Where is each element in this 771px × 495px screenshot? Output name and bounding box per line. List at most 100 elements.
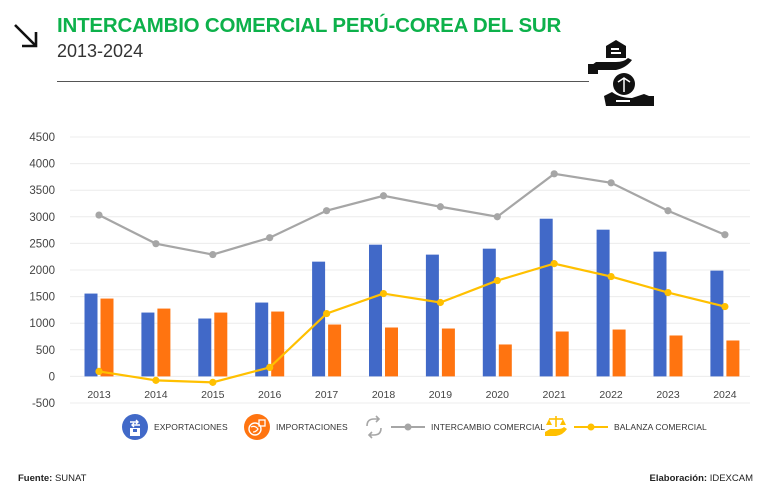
bar-exportaciones-2023	[653, 251, 667, 377]
point-intercambio-comercial-2014	[152, 240, 160, 248]
balance-scale-hand-icon	[545, 416, 567, 436]
exchange-arrows-icon	[366, 415, 382, 439]
point-balanza-comercial-2019	[436, 298, 444, 307]
point-balanza-comercial-2023	[664, 288, 672, 297]
bar-exportaciones-2019	[425, 254, 439, 377]
bar-importaciones-2015	[214, 312, 228, 377]
x-tick-label: 2023	[656, 389, 680, 401]
y-axis-ticks: 4500 4000 3500 3000 2500 2000 1500 1000 500 0 -500	[29, 132, 55, 410]
page-subtitle: 2013-2024	[57, 41, 144, 61]
x-tick-label: 2013	[87, 389, 111, 401]
point-balanza-comercial-2021	[550, 260, 558, 268]
x-tick-label: 2021	[543, 389, 567, 401]
source-value: SUNAT	[54, 473, 87, 484]
import-globe-icon	[244, 414, 270, 440]
bar-importaciones-2022	[612, 329, 626, 377]
bar-importaciones-2018	[385, 327, 398, 377]
line-marker-gray-icon	[391, 423, 425, 431]
point-intercambio-comercial-2020	[493, 213, 501, 221]
legend-item-importaciones: IMPORTACIONES	[244, 412, 348, 442]
point-intercambio-comercial-2013	[95, 211, 103, 219]
bar-importaciones-2017	[328, 324, 342, 377]
bar-exportaciones-2016	[255, 302, 269, 377]
bar-exportaciones-2014	[141, 312, 155, 377]
gridlines	[70, 136, 750, 404]
y-tick-label: 3500	[29, 185, 55, 197]
x-tick-label: 2022	[599, 389, 623, 401]
point-intercambio-comercial-2023	[664, 207, 672, 215]
x-axis-ticks: 2013 2014 2015 2016 2017 2018 2019 2020 2021 2022…	[87, 389, 736, 401]
legend-item-intercambio: INTERCAMBIO COMERCIAL	[363, 412, 545, 442]
point-balanza-comercial-2020	[493, 276, 501, 285]
y-tick-label: 0	[49, 371, 55, 383]
bar-exportaciones-2015	[198, 318, 212, 377]
credit-value: IDEXCAM	[709, 473, 753, 484]
legend-item-balanza: BALANZA COMERCIAL	[544, 412, 707, 442]
bar-importaciones-2016	[271, 311, 285, 377]
y-tick-label: 2000	[29, 265, 55, 277]
bar-exportaciones-2020	[482, 248, 496, 377]
point-intercambio-comercial-2024	[721, 231, 729, 239]
line-balanza-comercial	[98, 262, 726, 384]
y-tick-label: 1000	[29, 318, 55, 330]
y-tick-label: 4000	[29, 159, 55, 171]
point-intercambio-comercial-2022	[607, 179, 615, 187]
credit-label: Elaboración:	[649, 473, 708, 484]
line-intercambio-comercial	[98, 172, 726, 256]
header-divider	[57, 81, 589, 82]
credit-note: Elaboración: IDEXCAM	[650, 473, 753, 484]
y-tick-label: 3000	[29, 212, 55, 224]
trade-chart: 4500 4000 3500 3000 2500 2000 1500 1000 500 0 -500…	[29, 132, 750, 410]
bar-importaciones-2013	[100, 298, 114, 377]
bar-importaciones-2024	[726, 340, 740, 377]
point-intercambio-comercial-2015	[209, 250, 217, 259]
bar-exportaciones-2017	[312, 261, 326, 377]
y-tick-label: 2500	[29, 238, 55, 250]
bar-exportaciones-2013	[84, 293, 98, 377]
source-label: Fuente:	[18, 473, 53, 484]
source-note: Fuente: SUNAT	[18, 473, 86, 484]
point-intercambio-comercial-2018	[379, 192, 388, 200]
y-tick-label: 4500	[29, 132, 55, 144]
y-tick-label: 1500	[29, 292, 55, 304]
y-tick-label: 500	[36, 345, 55, 357]
hands-exchange-icon	[588, 40, 654, 106]
point-balanza-comercial-2013	[95, 367, 103, 375]
export-box-icon	[122, 414, 148, 440]
point-balanza-comercial-2015	[209, 378, 217, 386]
bar-importaciones-2021	[555, 331, 569, 377]
x-tick-label: 2018	[372, 389, 396, 401]
bar-exportaciones-2018	[369, 244, 382, 377]
point-intercambio-comercial-2016	[266, 234, 274, 242]
x-tick-label: 2014	[144, 389, 168, 401]
x-tick-label: 2024	[713, 389, 737, 401]
page-title: INTERCAMBIO COMERCIAL PERÚ-COREA DEL SUR	[57, 14, 562, 37]
legend-label: EXPORTACIONES	[154, 422, 228, 432]
point-balanza-comercial-2018	[379, 289, 388, 298]
point-intercambio-comercial-2019	[436, 203, 444, 211]
y-tick-label: -500	[32, 398, 55, 410]
point-balanza-comercial-2016	[266, 363, 274, 372]
x-tick-label: 2016	[258, 389, 282, 401]
legend-label: BALANZA COMERCIAL	[614, 422, 707, 432]
bar-importaciones-2019	[441, 328, 455, 377]
bar-exportaciones-2022	[596, 229, 610, 377]
bar-importaciones-2020	[498, 344, 512, 377]
legend-label: IMPORTACIONES	[276, 422, 348, 432]
bar-importaciones-2023	[669, 335, 683, 377]
bar-exportaciones-2024	[710, 270, 724, 377]
line-series	[95, 170, 729, 386]
x-tick-label: 2015	[201, 389, 225, 401]
bar-exportaciones-2021	[539, 218, 553, 377]
chart-legend: EXPORTACIONES IMPORTACIONES INTERCAMBIO …	[0, 412, 771, 442]
bar-importaciones-2014	[157, 308, 171, 377]
point-balanza-comercial-2014	[152, 376, 160, 384]
point-intercambio-comercial-2017	[323, 207, 331, 215]
x-tick-label: 2017	[315, 389, 339, 401]
legend-item-exportaciones: EXPORTACIONES	[122, 412, 228, 442]
line-marker-yellow-icon	[574, 423, 608, 431]
legend-label: INTERCAMBIO COMERCIAL	[431, 422, 546, 432]
arrow-down-right-icon	[14, 24, 38, 48]
bar-series	[84, 218, 740, 377]
x-tick-label: 2019	[429, 389, 453, 401]
